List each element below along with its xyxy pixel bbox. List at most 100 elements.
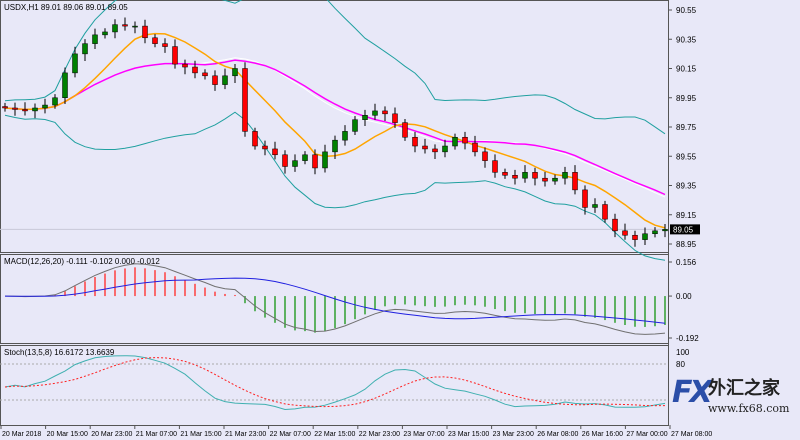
candle [382, 106, 388, 122]
symbol-title: USDX,H1 [4, 3, 39, 12]
candle-body [292, 160, 298, 167]
candle-body [572, 172, 578, 191]
candle [572, 165, 578, 195]
candle-body [32, 107, 38, 112]
price-tick-label: 89.55 [676, 152, 697, 161]
candle-body [362, 115, 368, 120]
candle [112, 19, 118, 39]
candle [392, 107, 398, 129]
bollinger-lower-line [4, 111, 666, 261]
candle [542, 171, 548, 187]
candle [172, 39, 178, 69]
current-price-label: 89.05 [673, 225, 694, 234]
stoch-d-line [4, 357, 666, 408]
candle-body [652, 230, 658, 235]
candle-body [192, 66, 198, 74]
candle [182, 59, 188, 75]
candle-body [442, 145, 448, 153]
candle-body [302, 154, 308, 161]
candle [272, 141, 278, 160]
candle-body [322, 151, 328, 169]
candle [122, 17, 128, 31]
candle-body [372, 110, 378, 116]
candle-body [132, 25, 138, 28]
candle-body [102, 31, 108, 36]
candle-body [332, 139, 338, 153]
candle-body [412, 136, 418, 147]
candle-body [662, 229, 668, 232]
time-tick-label: 20 Mar 23:00 [91, 431, 132, 438]
stoch-tick-label: 80 [676, 360, 685, 369]
candle [352, 116, 358, 136]
candle-body [122, 24, 128, 27]
candle-body [492, 160, 498, 173]
candle [592, 198, 598, 213]
macd-tick-label: 0.00 [676, 292, 692, 301]
candle-body [22, 109, 28, 112]
candle [662, 223, 668, 238]
candle-body [422, 145, 428, 150]
candle [282, 150, 288, 174]
candle-body [42, 104, 48, 109]
candle [92, 28, 98, 50]
price-tick-label: 89.75 [676, 123, 697, 132]
candle-body [92, 34, 98, 44]
candle-body [512, 175, 518, 179]
candle-body [392, 113, 398, 123]
candle [222, 68, 228, 90]
candle-body [312, 154, 318, 169]
candle [142, 19, 148, 44]
candle [602, 200, 608, 223]
candle [632, 230, 638, 247]
time-tick-label: 21 Mar 15:00 [180, 431, 221, 438]
candle [102, 28, 108, 39]
candle [82, 39, 88, 62]
time-tick-label: 20 Mar 15:00 [47, 431, 88, 438]
time-tick-label: 21 Mar 23:00 [225, 431, 266, 438]
price-tick-label: 89.15 [676, 211, 697, 220]
candle-body [632, 234, 638, 240]
candle-body [2, 106, 8, 109]
candle-body [142, 25, 148, 39]
candle-body [462, 136, 468, 144]
time-tick-label: 26 Mar 08:00 [537, 431, 578, 438]
candle-body [182, 63, 188, 68]
candle-body [642, 233, 648, 240]
candle [472, 135, 478, 157]
candle [442, 139, 448, 158]
candle [292, 154, 298, 172]
candle-body [342, 131, 348, 141]
candle [362, 109, 368, 126]
candle [482, 147, 488, 168]
candle [372, 103, 378, 120]
candle [12, 102, 18, 116]
candle [492, 154, 498, 178]
candle [412, 131, 418, 153]
candle-body [402, 122, 408, 138]
candle-body [482, 151, 488, 161]
candle [2, 102, 8, 112]
candle [192, 60, 198, 79]
bollinger-upper-line [4, 0, 666, 135]
candle [232, 63, 238, 83]
logo-url: www.fx68.com [708, 402, 790, 415]
candle-body [242, 68, 248, 132]
candle-body [222, 75, 228, 85]
candle-body [532, 172, 538, 179]
candle [32, 103, 38, 119]
candle [562, 166, 568, 185]
ohlc-low: 89.01 [85, 3, 106, 12]
candle-body [582, 189, 588, 208]
time-tick-label: 27 Mar 08:00 [671, 431, 712, 438]
candle-body [172, 46, 178, 65]
candle [322, 144, 328, 173]
candle [432, 144, 438, 160]
ohlc-close: 89.05 [107, 3, 128, 12]
candle-body [12, 107, 18, 110]
price-tick-label: 90.35 [676, 35, 697, 44]
price-tick-label: 90.55 [676, 6, 697, 15]
candle [62, 67, 68, 105]
candle-body [112, 24, 118, 33]
